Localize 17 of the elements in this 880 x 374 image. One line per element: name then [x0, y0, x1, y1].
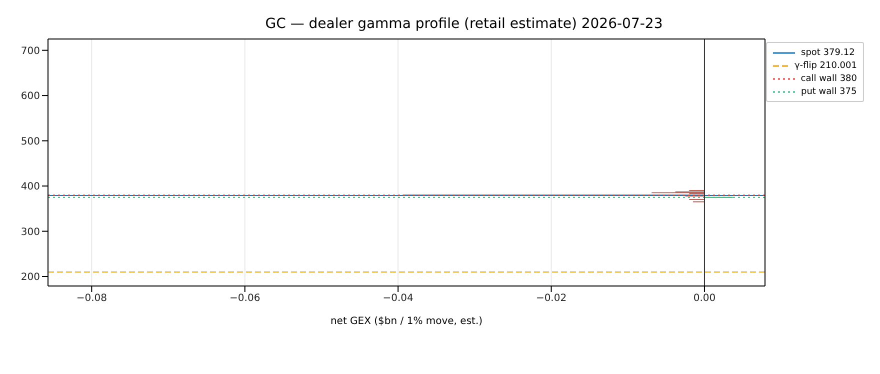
x-tick-label: −0.06 — [230, 293, 260, 304]
legend-label: call wall 380 — [800, 74, 857, 84]
y-tick-label: 200 — [20, 272, 40, 284]
x-tick-label: −0.02 — [536, 293, 567, 304]
y-tick-label: 300 — [20, 226, 40, 238]
legend-label: spot 379.12 — [801, 48, 855, 58]
chart-title: GC — dealer gamma profile (retail estimate) 2026-07-23 — [265, 16, 663, 32]
y-tick-label: 700 — [20, 46, 40, 57]
legend-label: γ-flip 210.001 — [794, 60, 857, 70]
y-tick-label: 500 — [20, 136, 40, 148]
x-axis-title: net GEX ($bn / 1% move, est.) — [330, 316, 483, 327]
x-tick-label: 0.00 — [693, 293, 716, 304]
y-tick-label: 600 — [20, 91, 40, 102]
x-tick-label: −0.08 — [76, 293, 107, 304]
y-tick-label: 400 — [20, 182, 40, 193]
legend-label: put wall 375 — [801, 86, 857, 96]
x-tick-label: −0.04 — [382, 293, 414, 304]
